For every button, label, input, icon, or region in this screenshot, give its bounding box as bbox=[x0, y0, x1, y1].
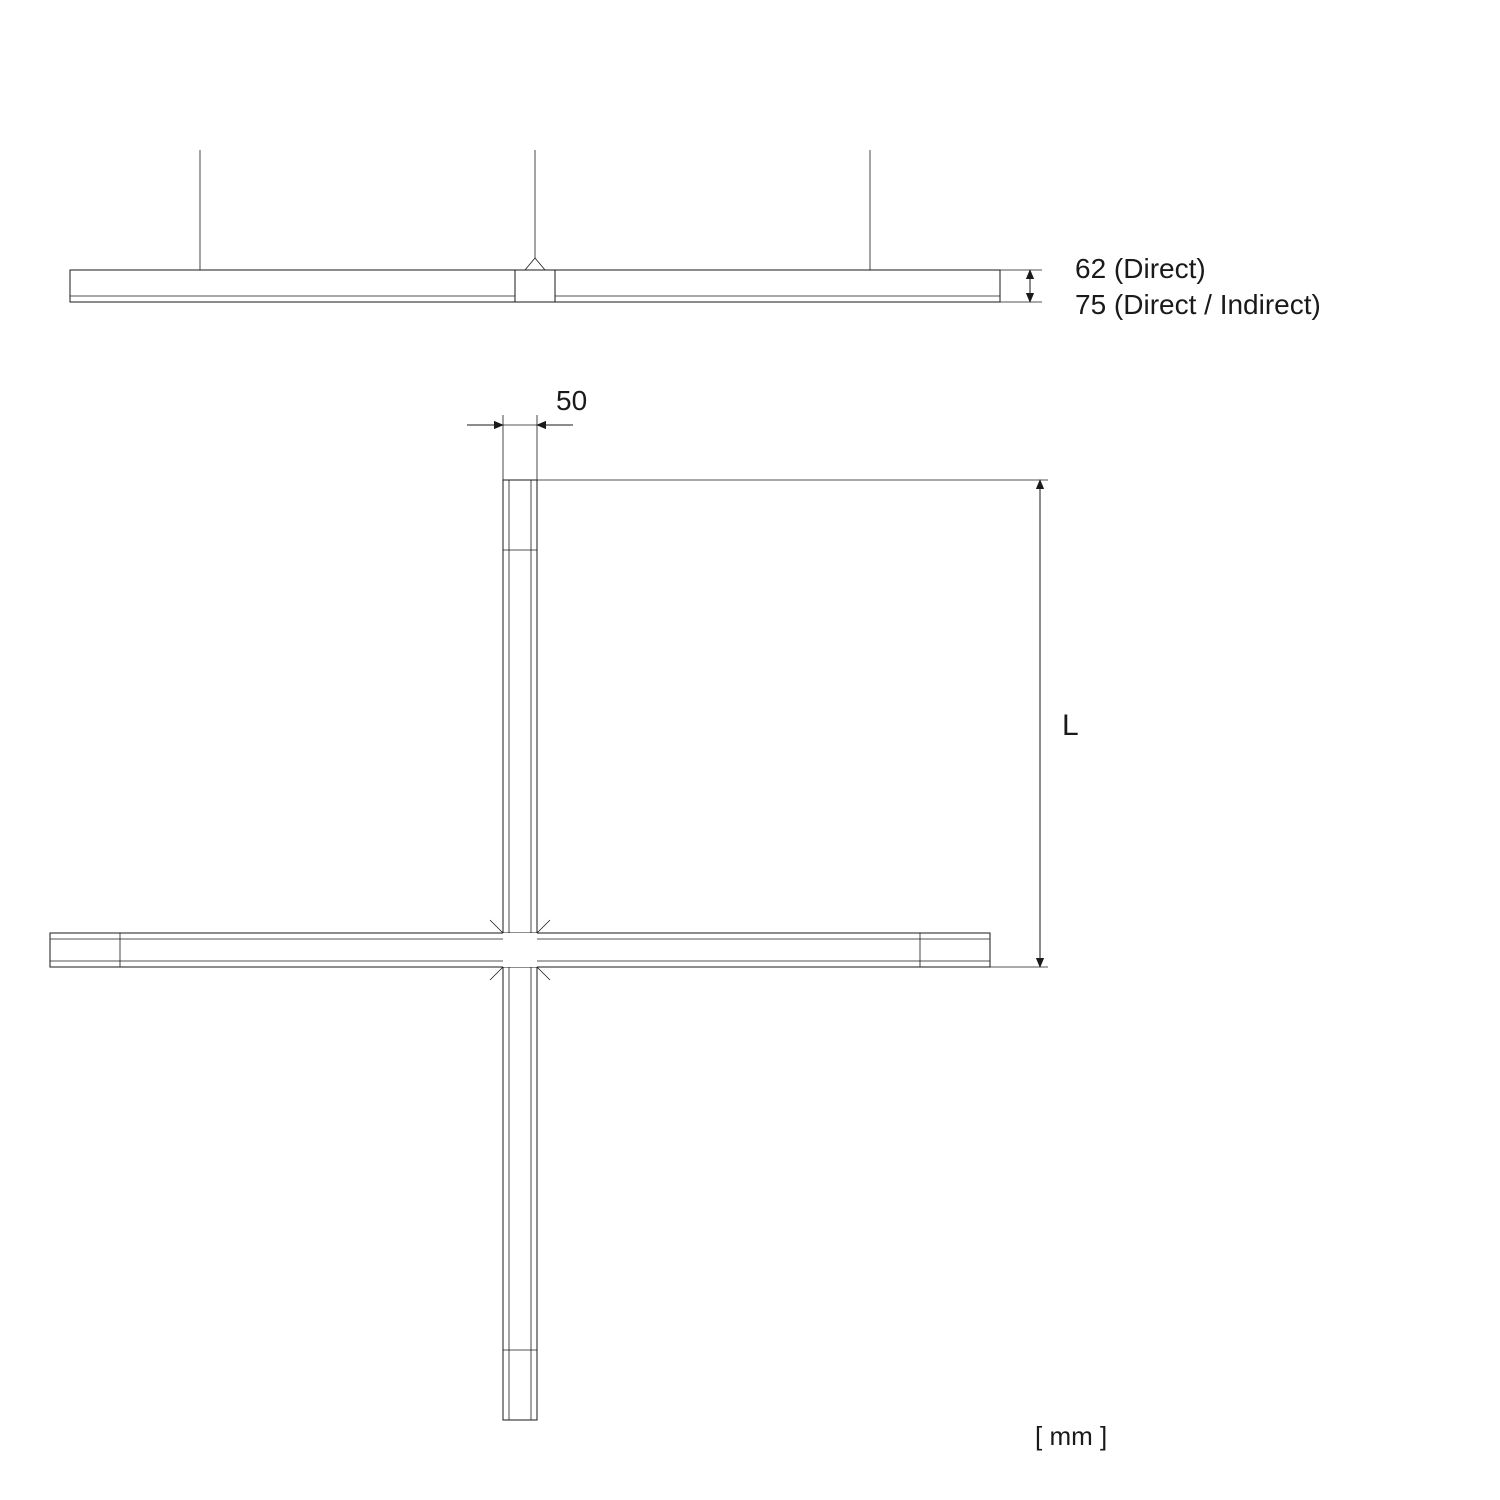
height-dimension: 62 (Direct) 75 (Direct / Indirect) bbox=[1000, 253, 1321, 320]
miter-bl bbox=[490, 967, 503, 980]
side-elevation: 62 (Direct) 75 (Direct / Indirect) bbox=[70, 150, 1321, 320]
width-50-dimension: 50 bbox=[467, 385, 587, 480]
miter-tl bbox=[490, 920, 503, 933]
length-L-label: L bbox=[1062, 709, 1079, 742]
height-label-direct: 62 (Direct) bbox=[1075, 253, 1206, 284]
technical-drawing: 62 (Direct) 75 (Direct / Indirect) bbox=[0, 0, 1500, 1500]
cross-center-mask bbox=[503, 933, 537, 967]
length-L-dimension: L bbox=[537, 480, 1079, 967]
miter-tr bbox=[537, 920, 550, 933]
height-label-direct-indirect: 75 (Direct / Indirect) bbox=[1075, 289, 1321, 320]
cable-center-v bbox=[525, 258, 545, 270]
side-center-block bbox=[515, 270, 555, 302]
plan-view-cross: 50 L bbox=[50, 385, 1079, 1420]
units-label: [ mm ] bbox=[1035, 1421, 1107, 1451]
miter-br bbox=[537, 967, 550, 980]
width-50-label: 50 bbox=[556, 385, 587, 416]
